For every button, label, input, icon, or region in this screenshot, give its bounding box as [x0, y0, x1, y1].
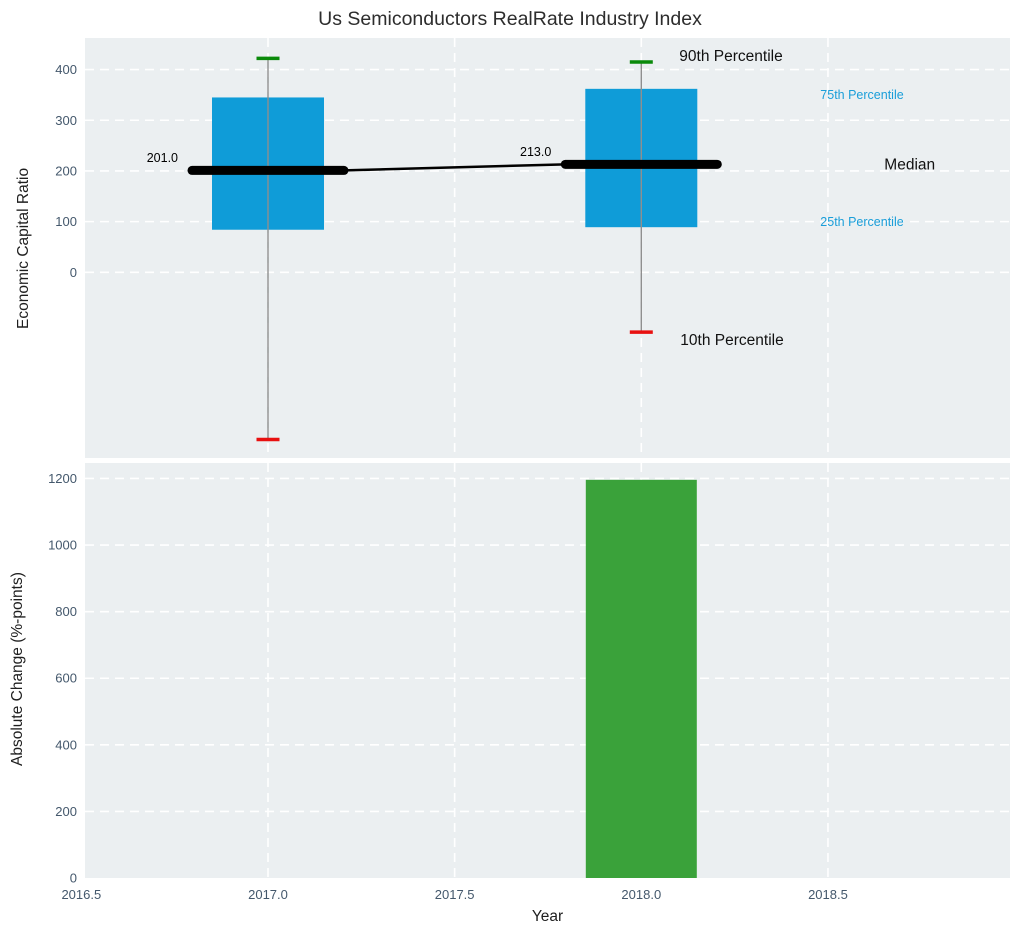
x-axis-title: Year — [531, 908, 564, 925]
median-connector — [343, 163, 566, 172]
bot-ytick-200: 200 — [55, 804, 77, 819]
median-value-label-2017: 201.0 — [147, 151, 178, 165]
bot-ytick-400: 400 — [55, 737, 77, 752]
xtick-2017: 2017.0 — [248, 887, 288, 902]
bottom-plot-area — [85, 463, 1010, 878]
bot-ytick-1200: 1200 — [48, 471, 77, 486]
xtick-2017.5: 2017.5 — [435, 887, 475, 902]
top-ytick-100: 100 — [55, 214, 77, 229]
chart-title: Us Semiconductors RealRate Industry Inde… — [318, 8, 702, 30]
bot-ytick-600: 600 — [55, 671, 77, 686]
bot-ytick-800: 800 — [55, 604, 77, 619]
annotation-p10: 10th Percentile — [680, 332, 783, 349]
bot-ytick-1000: 1000 — [48, 538, 77, 553]
top-ytick-200: 200 — [55, 163, 77, 178]
xtick-2018.5: 2018.5 — [808, 887, 848, 902]
annotation-p90: 90th Percentile — [679, 48, 782, 65]
xtick-2016.5: 2016.5 — [61, 887, 101, 902]
top-ytick-300: 300 — [55, 113, 77, 128]
change-bar-2018 — [585, 479, 697, 878]
bot-ytick-0: 0 — [70, 871, 77, 886]
annotation-q25: 25th Percentile — [820, 215, 903, 229]
annotation-median: Median — [884, 156, 935, 173]
xtick-2018: 2018.0 — [621, 887, 661, 902]
annotation-q75: 75th Percentile — [820, 88, 903, 102]
top-ytick-400: 400 — [55, 62, 77, 77]
median-value-label-2018: 213.0 — [520, 145, 551, 159]
top-ytick-0: 0 — [70, 265, 77, 280]
